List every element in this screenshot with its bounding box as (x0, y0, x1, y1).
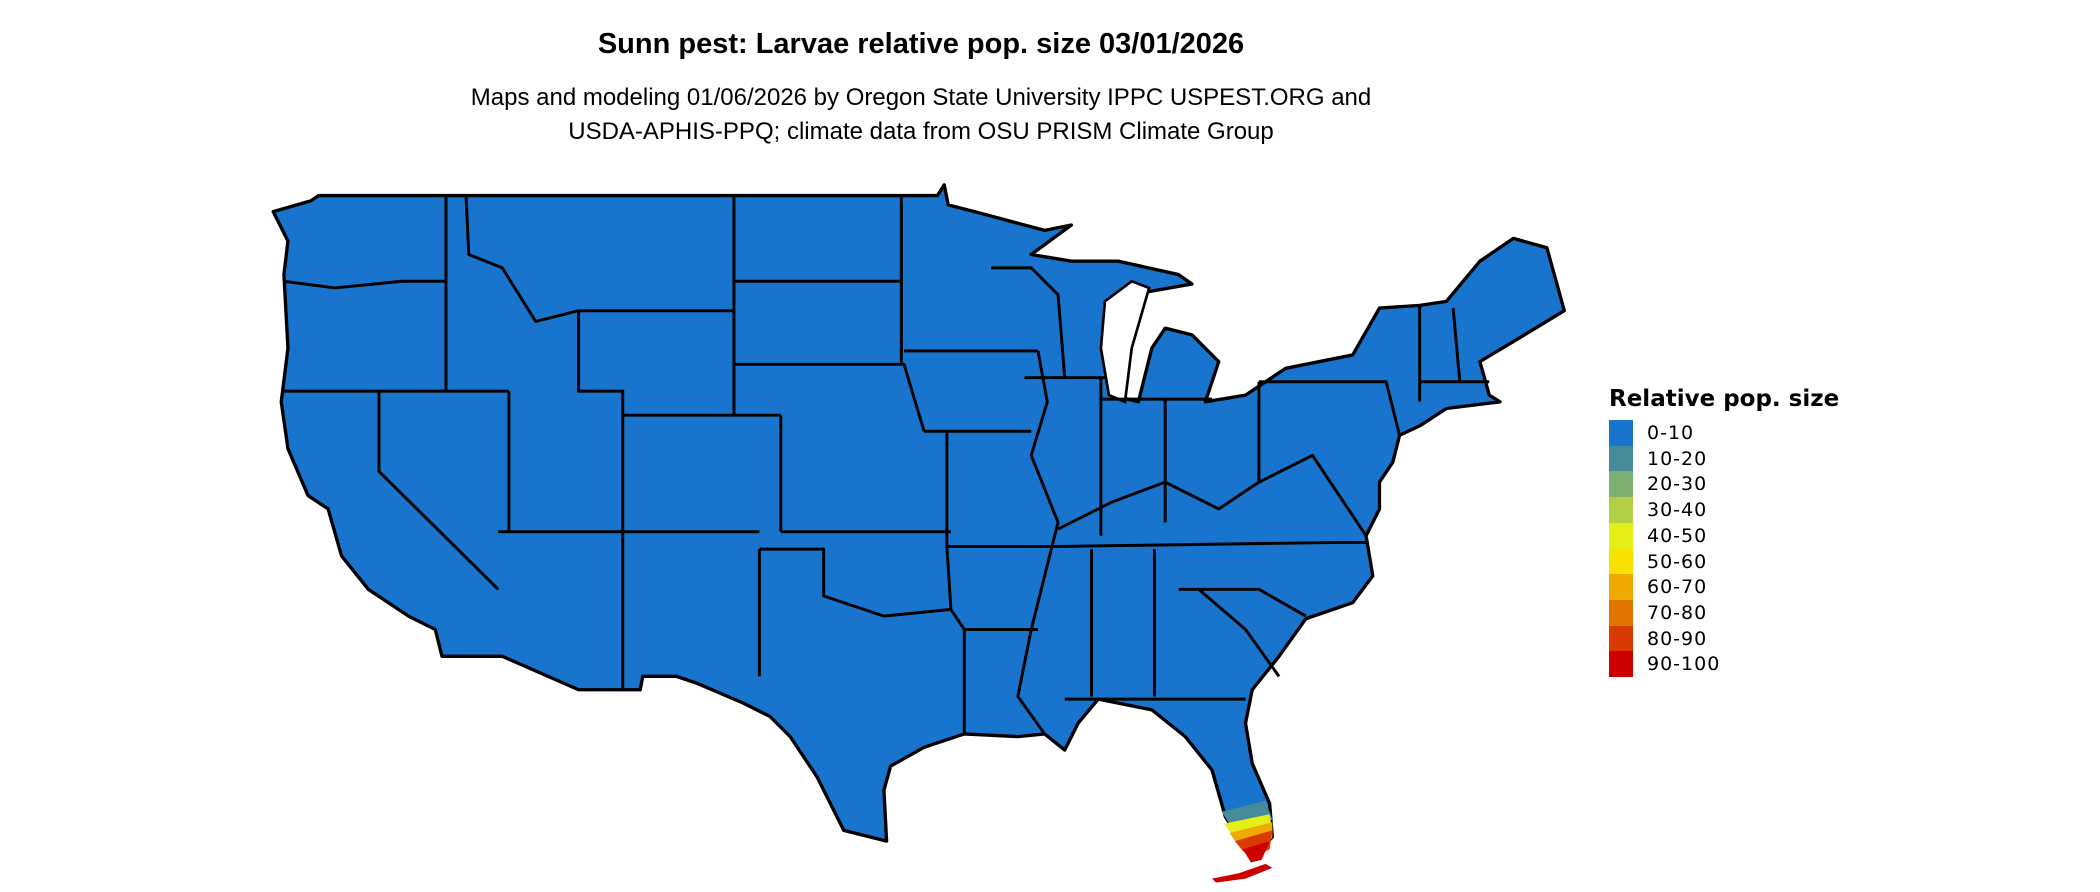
us-outline (271, 183, 1566, 859)
legend-item: 10-20 (1609, 445, 1708, 472)
legend-swatch (1609, 574, 1633, 601)
legend-swatch (1609, 522, 1633, 549)
legend-item: 90-100 (1609, 651, 1721, 678)
subtitle-line-2: USDA-APHIS-PPQ; climate data from OSU PR… (568, 118, 1274, 145)
legend-item: 40-50 (1609, 522, 1708, 549)
legend-swatch (1609, 445, 1633, 472)
legend-swatch (1609, 651, 1633, 678)
legend-item: 0-10 (1609, 420, 1694, 446)
legend-item: 50-60 (1609, 548, 1708, 575)
legend-item: 70-80 (1609, 599, 1708, 626)
legend-label: 0-10 (1647, 422, 1695, 444)
legend-swatch (1609, 420, 1633, 446)
legend-item: 20-30 (1609, 471, 1708, 498)
legend-item: 30-40 (1609, 497, 1708, 524)
legend-label: 40-50 (1647, 524, 1708, 547)
subtitle-line-1: Maps and modeling 01/06/2026 by Oregon S… (470, 84, 1372, 111)
florida-hotspot (1212, 800, 1273, 883)
legend-swatch (1609, 497, 1633, 524)
legend-label: 90-100 (1647, 653, 1721, 676)
map-title: Sunn pest: Larvae relative pop. size 03/… (597, 28, 1245, 60)
legend-swatch (1609, 548, 1633, 575)
legend-item: 60-70 (1609, 574, 1708, 601)
legend-label: 50-60 (1647, 550, 1708, 573)
legend-label: 20-30 (1647, 473, 1708, 496)
lake-michigan (1099, 279, 1151, 404)
legend-label: 70-80 (1647, 601, 1708, 624)
legend-swatch (1609, 471, 1633, 498)
legend-swatch (1609, 599, 1633, 626)
legend-label: 30-40 (1647, 499, 1708, 522)
legend-title: Relative pop. size (1609, 386, 1840, 412)
legend-item: 80-90 (1609, 625, 1708, 652)
legend-label: 80-90 (1647, 627, 1708, 650)
legend-swatch (1609, 625, 1633, 652)
state-borders (281, 195, 1490, 735)
legend-label: 60-70 (1647, 576, 1708, 599)
legend-label: 10-20 (1647, 447, 1708, 470)
